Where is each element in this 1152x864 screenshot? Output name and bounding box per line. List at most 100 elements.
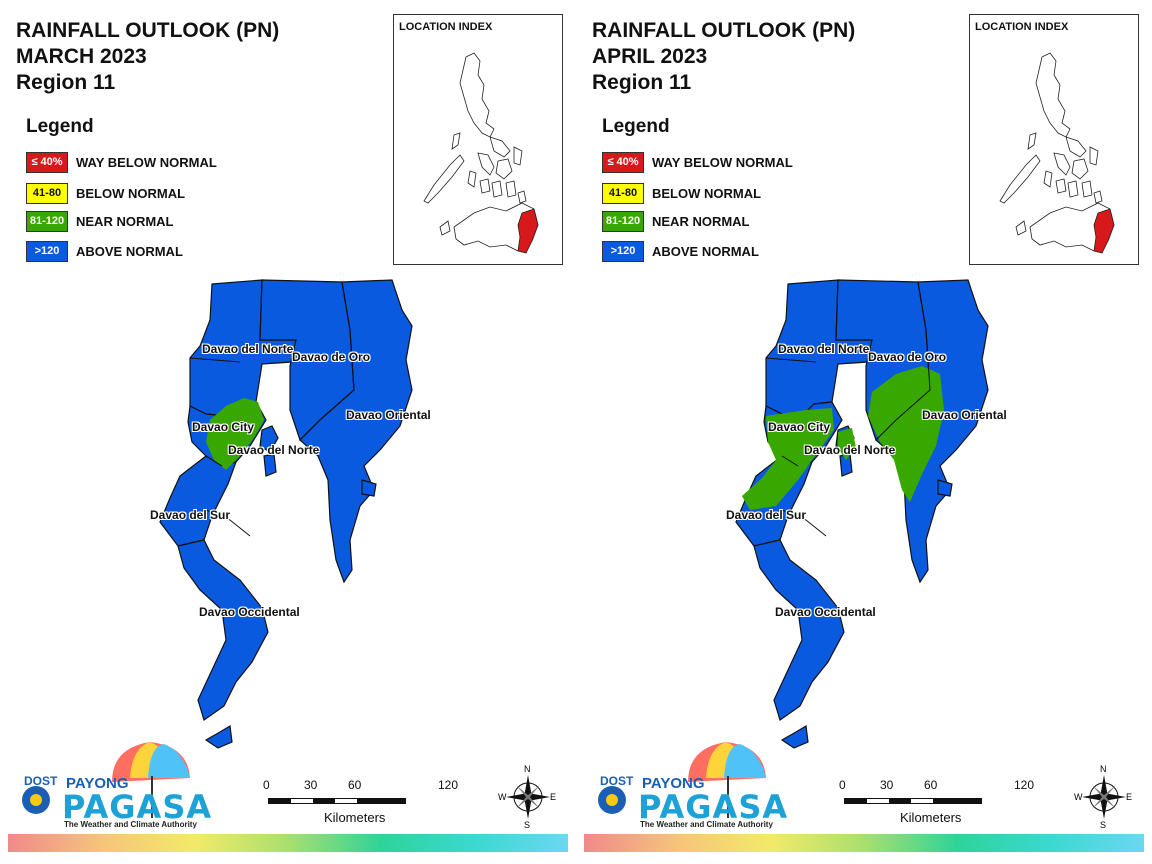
title-line-3: Region 11 — [16, 71, 116, 94]
legend-item-near: 81-120 NEAR NORMAL — [602, 210, 750, 232]
label-davao-de-oro: Davao de Oro — [292, 350, 371, 364]
legend-label: BELOW NORMAL — [652, 185, 762, 201]
label-davao-del-sur: Davao del Sur — [150, 508, 231, 522]
label-davao-de-oro: Davao de Oro — [868, 350, 947, 364]
title-line-1: RAINFALL OUTLOOK (PN) — [16, 19, 280, 42]
title-line-1: RAINFALL OUTLOOK (PN) — [592, 19, 856, 42]
logo-dost: DOST — [600, 774, 634, 788]
north-arrow: N S W E — [1074, 764, 1134, 830]
scale-bar-graphic — [844, 798, 982, 804]
location-index-inset: LOCATION INDEX — [393, 14, 563, 265]
logo-payong: PAYONG — [66, 775, 129, 792]
legend-item-above: >120 ABOVE NORMAL — [602, 240, 759, 262]
legend-title: Legend — [602, 116, 670, 137]
legend-item-way-below: ≤ 40% WAY BELOW NORMAL — [602, 151, 793, 173]
near-normal-zone-west — [742, 408, 834, 510]
legend-item-above: >120 ABOVE NORMAL — [26, 240, 183, 262]
scale-bar-graphic — [268, 798, 406, 804]
compass-icon — [1082, 775, 1126, 819]
scale-tick: 0 — [263, 778, 270, 792]
label-davao-del-sur: Davao del Sur — [726, 508, 807, 522]
label-davao-occidental: Davao Occidental — [199, 605, 300, 619]
outlook-panel-april: RAINFALL OUTLOOK (PN) APRIL 2023 Region … — [576, 0, 1152, 864]
near-normal-zone-east — [868, 366, 944, 502]
pagasa-logo: DOST PAYONG PAGASA The Weather and Clima… — [14, 738, 211, 834]
legend-swatch: 81-120 — [602, 210, 644, 232]
logo-pagasa: PAGASA — [62, 788, 213, 826]
label-davao-city: Davao City — [192, 420, 255, 434]
footer-gradient-bar — [584, 834, 1144, 852]
legend-item-way-below: ≤ 40% WAY BELOW NORMAL — [26, 151, 217, 173]
scale-tick: 60 — [348, 778, 362, 792]
legend-item-below: 41-80 BELOW NORMAL — [26, 182, 185, 204]
north-arrow: N S W E — [498, 764, 558, 830]
region-11-map — [159, 279, 413, 749]
near-normal-zone — [206, 398, 264, 470]
scale-bar: 0 30 60 120 Kilometers — [836, 778, 1046, 828]
compass-w: W — [498, 792, 507, 802]
label-davao-oriental: Davao Oriental — [922, 408, 1007, 422]
label-davao-del-norte-lower: Davao del Norte — [228, 443, 320, 457]
label-davao-oriental: Davao Oriental — [346, 408, 431, 422]
compass-s: S — [524, 820, 531, 830]
scale-unit: Kilometers — [324, 810, 386, 825]
outlook-panel-march: RAINFALL OUTLOOK (PN) MARCH 2023 Region … — [8, 14, 568, 852]
philippines-outline — [423, 52, 539, 254]
scale-bar: 0 30 60 120 Kilometers — [260, 778, 470, 828]
scale-unit: Kilometers — [900, 810, 962, 825]
scale-tick: 0 — [839, 778, 846, 792]
title-line-2: APRIL 2023 — [592, 45, 708, 68]
legend-label: WAY BELOW NORMAL — [76, 154, 217, 170]
compass-icon — [506, 775, 550, 819]
footer-gradient-bar — [8, 834, 568, 852]
philippines-outline — [999, 52, 1115, 254]
label-davao-occidental: Davao Occidental — [775, 605, 876, 619]
scale-tick: 120 — [438, 778, 459, 792]
title-line-3: Region 11 — [592, 71, 692, 94]
compass-n: N — [524, 764, 531, 774]
label-davao-del-norte: Davao del Norte — [202, 342, 294, 356]
label-davao-del-norte-lower: Davao del Norte — [804, 443, 896, 457]
scale-tick: 30 — [880, 778, 894, 792]
inset-title: LOCATION INDEX — [975, 21, 1069, 33]
logo-pagasa: PAGASA — [638, 788, 789, 826]
inset-title: LOCATION INDEX — [399, 21, 493, 33]
legend-item-below: 41-80 BELOW NORMAL — [602, 182, 761, 204]
legend-label: ABOVE NORMAL — [76, 243, 183, 259]
compass-w: W — [1074, 792, 1083, 802]
logo-tagline: The Weather and Climate Authority — [64, 820, 197, 829]
legend-swatch: ≤ 40% — [26, 151, 68, 173]
compass-n: N — [1100, 764, 1107, 774]
logo-payong: PAYONG — [642, 775, 705, 792]
location-index-inset: LOCATION INDEX — [969, 14, 1139, 265]
title-line-2: MARCH 2023 — [16, 45, 147, 68]
compass-e: E — [1126, 792, 1133, 802]
umbrella-icon — [22, 742, 190, 818]
logo-tagline: The Weather and Climate Authority — [640, 820, 773, 829]
legend-label: ABOVE NORMAL — [652, 243, 759, 259]
compass-e: E — [550, 792, 557, 802]
scale-tick: 30 — [304, 778, 318, 792]
region-11-map — [735, 279, 989, 749]
legend-swatch: 41-80 — [602, 182, 644, 204]
panel-title: RAINFALL OUTLOOK (PN) APRIL 2023 Region … — [592, 18, 855, 96]
legend-title: Legend — [26, 116, 94, 137]
legend-swatch: ≤ 40% — [602, 151, 644, 173]
legend-swatch: 81-120 — [26, 210, 68, 232]
legend-label: WAY BELOW NORMAL — [652, 154, 793, 170]
near-normal-zone-samal — [838, 428, 856, 460]
legend-label: BELOW NORMAL — [76, 185, 186, 201]
compass-s: S — [1100, 820, 1107, 830]
label-davao-del-norte: Davao del Norte — [778, 342, 870, 356]
legend-label: NEAR NORMAL — [76, 213, 174, 229]
legend-label: NEAR NORMAL — [652, 213, 750, 229]
umbrella-icon — [598, 742, 766, 818]
legend-item-near: 81-120 NEAR NORMAL — [26, 210, 174, 232]
label-davao-city: Davao City — [768, 420, 831, 434]
panel-title: RAINFALL OUTLOOK (PN) MARCH 2023 Region … — [16, 18, 279, 96]
legend-swatch: >120 — [26, 240, 68, 262]
scale-tick: 120 — [1014, 778, 1035, 792]
logo-dost: DOST — [24, 774, 58, 788]
scale-tick: 60 — [924, 778, 938, 792]
pagasa-logo: DOST PAYONG PAGASA The Weather and Clima… — [590, 738, 787, 834]
